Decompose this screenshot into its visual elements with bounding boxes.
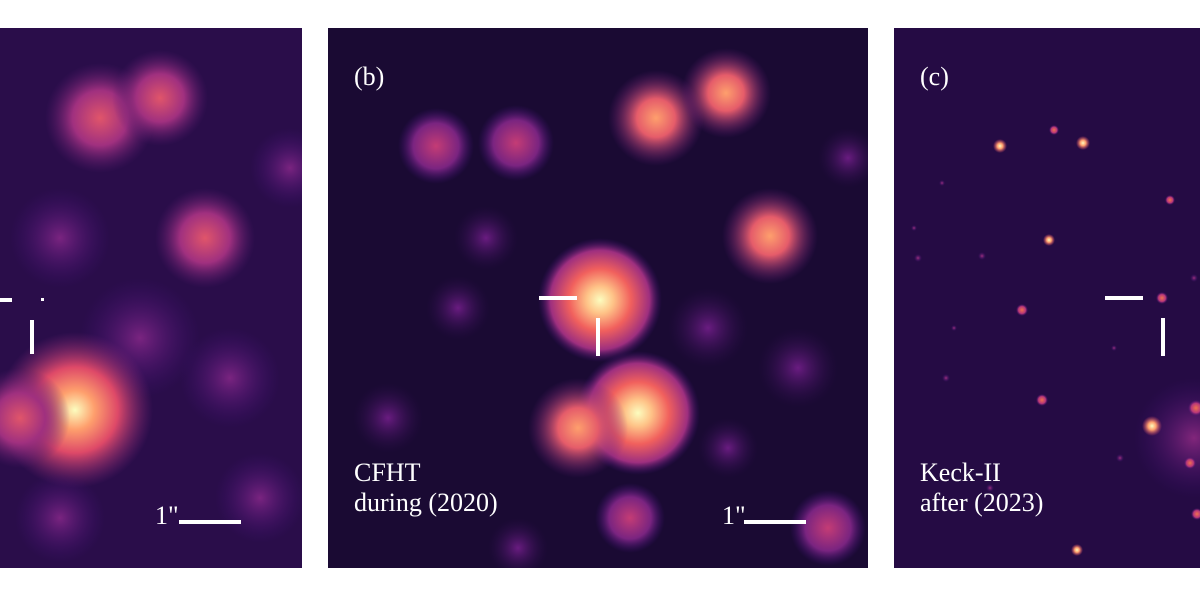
point-source	[1071, 544, 1083, 556]
point-source	[939, 180, 945, 186]
point-source	[1016, 304, 1028, 316]
target-source	[538, 238, 662, 362]
source-blob	[722, 188, 818, 284]
scale-label: 1"	[722, 501, 746, 530]
source-blob	[790, 490, 866, 566]
panel-b-svg	[328, 28, 868, 568]
source-blob	[353, 383, 423, 453]
panel-c-letter: (c)	[920, 62, 949, 91]
point-source	[1049, 125, 1059, 135]
point-source	[911, 225, 917, 231]
source-blob	[681, 48, 771, 138]
source-blob	[758, 328, 838, 408]
target-marker-horizontal	[0, 298, 12, 302]
source-blob	[454, 206, 518, 270]
scale-bar	[179, 520, 241, 524]
target-marker-dot	[41, 298, 44, 301]
source-blob	[478, 105, 554, 181]
source-blob	[488, 518, 548, 568]
source-blob	[668, 288, 748, 368]
scale-label: 1"	[155, 501, 179, 530]
point-source	[1191, 508, 1200, 520]
panel-b-caption: CFHT during (2020)	[354, 458, 498, 517]
panel-b-image: (b) CFHT during (2020) 1"	[328, 28, 868, 568]
source-blob	[595, 483, 665, 553]
panel-c-svg	[894, 28, 1200, 568]
point-source	[1076, 136, 1090, 150]
point-source	[1190, 274, 1198, 282]
point-source	[951, 325, 957, 331]
source-blob	[250, 128, 302, 208]
point-source	[1116, 454, 1124, 462]
source-blob	[608, 70, 704, 166]
point-source	[914, 254, 922, 262]
target-marker-horizontal	[539, 296, 577, 300]
source-blob	[215, 453, 302, 543]
panel-b-letter: (b)	[354, 62, 385, 91]
point-source	[978, 252, 986, 260]
source-blob	[818, 128, 868, 188]
point-source	[986, 484, 994, 492]
panel-c-caption: Keck-II after (2023)	[920, 458, 1044, 517]
source-blob	[698, 418, 758, 478]
panel-c-background	[894, 28, 1200, 568]
point-source	[1043, 234, 1055, 246]
target-source	[1156, 292, 1168, 304]
source-blob	[112, 50, 208, 146]
point-source	[942, 374, 950, 382]
target-marker-vertical	[30, 320, 34, 354]
source-blob	[155, 188, 255, 288]
panel-a-svg	[0, 28, 302, 568]
source-blob	[15, 473, 105, 563]
panel-a-image: 1"	[0, 28, 302, 568]
galaxy-glow	[1134, 378, 1200, 498]
target-marker-vertical	[1161, 318, 1165, 356]
panel-c-image: (c) Keck-II after (2023)	[894, 28, 1200, 568]
point-source	[1111, 345, 1117, 351]
point-source	[1165, 195, 1175, 205]
source-blob	[528, 378, 628, 478]
scale-bar	[744, 520, 806, 524]
source-blob	[398, 108, 474, 184]
source-blob	[180, 328, 280, 428]
point-source	[1184, 457, 1196, 469]
point-source	[1188, 400, 1200, 416]
point-source	[1036, 394, 1048, 406]
source-blob	[10, 188, 110, 288]
source-blob	[426, 276, 490, 340]
source-blob	[0, 368, 70, 468]
point-source	[993, 139, 1007, 153]
target-marker-horizontal	[1105, 296, 1143, 300]
target-marker-vertical	[596, 318, 600, 356]
bright-source	[1142, 416, 1162, 436]
